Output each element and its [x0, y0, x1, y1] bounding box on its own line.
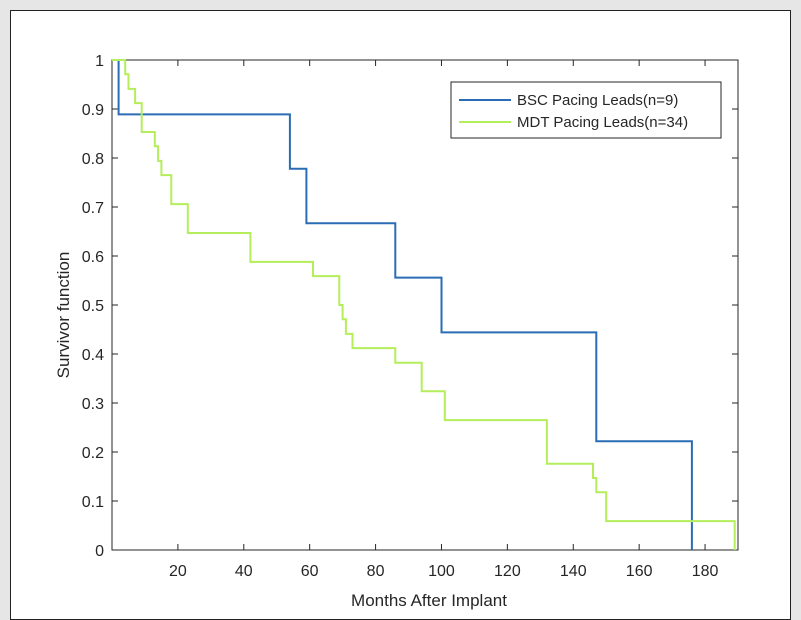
- x-tick-label: 120: [494, 563, 521, 580]
- y-tick-label: 0.7: [82, 200, 104, 217]
- y-tick-label: 0: [95, 543, 104, 560]
- series-layer: [112, 59, 736, 550]
- y-axis-label: Survivor function: [54, 252, 73, 379]
- x-tick-label: 160: [626, 563, 653, 580]
- y-tick-label: 0.8: [82, 151, 104, 168]
- y-tick-label: 1: [95, 53, 104, 70]
- chart-canvas: 0 0.1 0.2 0.3 0.4 0.5 0.6 0.7 0.8 0.9 1 20 40 60 80 100…: [10, 10, 791, 620]
- x-tick-label: 40: [235, 563, 253, 580]
- y-tick-label: 0.9: [82, 102, 104, 119]
- x-tick-label: 80: [367, 563, 385, 580]
- series-line-bsc: [112, 59, 693, 550]
- x-tick-label: 20: [169, 563, 187, 580]
- x-tick-label: 60: [301, 563, 319, 580]
- y-tick-label: 0.4: [82, 347, 104, 364]
- legend-entry-label: BSC Pacing Leads(n=9): [517, 92, 678, 109]
- legend-entry-label: MDT Pacing Leads(n=34): [517, 114, 688, 131]
- y-tick-label: 0.1: [82, 494, 104, 511]
- x-tick-label: 100: [428, 563, 455, 580]
- y-tick-label: 0.6: [82, 249, 104, 266]
- legend-box: [450, 81, 722, 139]
- x-tick-label: 180: [692, 563, 719, 580]
- y-tick-label: 0.5: [82, 298, 104, 315]
- x-tick-label: 140: [560, 563, 587, 580]
- plot-box: [111, 59, 739, 551]
- series-line-mdt: [112, 59, 736, 550]
- y-tick-label: 0.2: [82, 445, 104, 462]
- legend: BSC Pacing Leads(n=9) MDT Pacing Leads(n=…: [450, 81, 722, 139]
- y-tick-label: 0.3: [82, 396, 104, 413]
- x-axis-label: Months After Implant: [351, 591, 507, 610]
